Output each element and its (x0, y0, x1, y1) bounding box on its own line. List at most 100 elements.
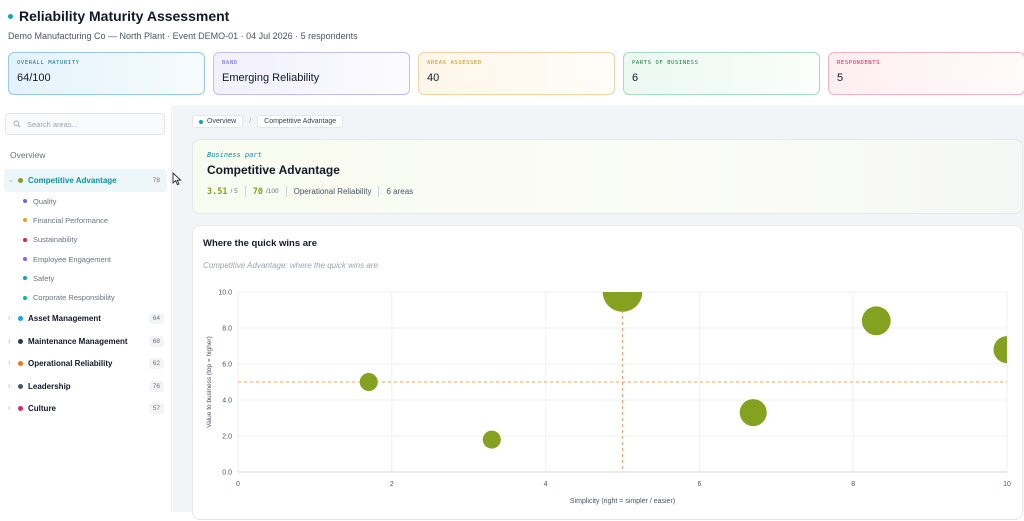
header: Reliability Maturity Assessment Demo Man… (0, 0, 1024, 104)
search-box[interactable] (5, 113, 165, 135)
x-tick-label: 6 (697, 481, 701, 488)
sidebar-nav: ⌄ Competitive Advantage 78 Quality Finan… (4, 169, 167, 420)
x-tick-label: 4 (544, 481, 548, 488)
x-tick-label: 10 (1003, 481, 1011, 488)
sidebar-item-operational-reliability[interactable]: › Operational Reliability 62 (4, 352, 167, 375)
sidebar-item-competitive-advantage[interactable]: ⌄ Competitive Advantage 78 (4, 169, 167, 192)
sidebar-sub-item-label: Financial Performance (33, 215, 109, 225)
band-label: Operational Reliability (293, 187, 372, 196)
page-title: Reliability Maturity Assessment (19, 8, 230, 24)
sidebar-overview-link[interactable]: Overview (10, 150, 46, 160)
category-dot (23, 257, 27, 262)
sidebar-sub-item-quality[interactable]: Quality (23, 192, 167, 211)
kpi-band: BAND Emerging Reliability (213, 52, 410, 95)
data-bubble (482, 430, 501, 449)
category-dot (18, 177, 23, 183)
kpi-label: RESPONDENTS (837, 60, 881, 66)
breadcrumb-current-label: Competitive Advantage (264, 118, 337, 125)
category-dot (18, 383, 23, 389)
sidebar-item-label: Leadership (28, 381, 71, 391)
breadcrumb: Overview / Competitive Advantage (192, 115, 344, 128)
data-bubble (359, 373, 378, 391)
kpi-areas-assessed: AREAS ASSESSED 40 (418, 52, 615, 95)
hero-kicker: Business part (207, 151, 262, 159)
kpi-overall-maturity: OVERALL MATURITY 64/100 (8, 52, 205, 95)
data-bubble (602, 292, 643, 312)
sidebar-sub-item-label: Safety (33, 273, 55, 283)
score-badge: 64 (148, 313, 164, 325)
kpi-value: 5 (837, 72, 844, 84)
sidebar-item-label: Maintenance Management (28, 336, 128, 346)
category-dot (23, 218, 27, 223)
kpi-parts-of-business: PARTS OF BUSINESS 6 (623, 52, 820, 95)
chevron-right-icon[interactable]: › (8, 382, 11, 390)
chevron-right-icon[interactable]: › (8, 405, 11, 413)
chart-title: Where the quick wins are (203, 238, 318, 249)
y-tick-label: 2.0 (222, 434, 232, 441)
breadcrumb-current[interactable]: Competitive Advantage (257, 115, 344, 128)
sidebar-sub-item-employee-engagement[interactable]: Employee Engagement (23, 249, 167, 268)
sidebar-sub-item-safety[interactable]: Safety (23, 269, 167, 288)
y-tick-label: 6.0 (222, 362, 232, 369)
sidebar-sub-list: Quality Financial Performance Sustainabi… (4, 192, 167, 308)
kpi-value: Emerging Reliability (222, 72, 320, 84)
x-tick-label: 2 (390, 481, 394, 488)
areas-count: 6 areas (386, 187, 414, 196)
search-input[interactable] (27, 119, 157, 129)
category-dot (23, 199, 27, 204)
data-bubble (861, 306, 891, 336)
kpi-label: AREAS ASSESSED (427, 60, 482, 66)
category-dot (18, 338, 23, 344)
hero-stats: 3.51 / 5 70 /100 Operational Reliability… (207, 186, 1008, 197)
score-value: 3.51 (207, 186, 228, 197)
kpi-value: 40 (427, 72, 440, 84)
percent-value: 70 (252, 186, 263, 197)
sidebar-sub-item-corporate-responsibility[interactable]: Corporate Responsibility (23, 288, 167, 307)
score-unit: / 5 (230, 188, 238, 195)
sidebar-sub-item-label: Sustainability (33, 235, 78, 245)
sidebar-item-culture[interactable]: › Culture 57 (4, 397, 167, 420)
score-badge: 57 (148, 403, 164, 415)
sidebar-item-maintenance-management[interactable]: › Maintenance Management 68 (4, 330, 167, 353)
business-part-card: Business part Competitive Advantage 3.51… (192, 139, 1023, 214)
mouse-cursor-icon (172, 172, 182, 186)
score-badge: 68 (148, 335, 164, 347)
sidebar-sub-item-sustainability[interactable]: Sustainability (23, 230, 167, 249)
breadcrumb-dot (199, 119, 203, 124)
page-subtitle: Demo Manufacturing Co — North Plant · Ev… (8, 31, 358, 41)
kpi-label: PARTS OF BUSINESS (632, 60, 699, 66)
sidebar-sub-item-label: Corporate Responsibility (33, 293, 115, 303)
breadcrumb-overview-label: Overview (207, 118, 237, 125)
scatter-chart: 0.0 2.0 4.0 6.0 8.0 10.0 0 2 4 6 8 10 Simplicity (ri… (206, 290, 1011, 506)
chevron-right-icon[interactable]: › (8, 360, 11, 368)
sidebar-sub-item-financial-performance[interactable]: Financial Performance (23, 211, 167, 230)
kpi-label: OVERALL MATURITY (17, 60, 80, 66)
hero-title: Competitive Advantage (207, 163, 340, 177)
breadcrumb-overview[interactable]: Overview (192, 115, 244, 128)
category-dot (23, 276, 27, 281)
chevron-right-icon[interactable]: › (8, 315, 11, 323)
kpi-row: OVERALL MATURITY 64/100 BAND Emerging Re… (8, 52, 1024, 95)
x-axis-label: Simplicity (right = simpler / easier) (570, 498, 675, 505)
sidebar-item-label: Asset Management (28, 314, 101, 324)
category-dot (23, 237, 27, 242)
chevron-down-icon[interactable]: ⌄ (8, 177, 14, 185)
sidebar-item-asset-management[interactable]: › Asset Management 64 (4, 307, 167, 330)
kpi-label: BAND (222, 60, 238, 66)
search-icon (13, 120, 21, 128)
chevron-right-icon[interactable]: › (8, 337, 11, 345)
sidebar: Overview ⌄ Competitive Advantage 78 Qual… (0, 105, 172, 512)
quick-wins-chart-card: Where the quick wins are Competitive Adv… (192, 225, 1023, 520)
category-dot (23, 295, 27, 300)
y-tick-label: 0.0 (222, 470, 232, 477)
data-bubble (993, 336, 1007, 364)
sidebar-item-leadership[interactable]: › Leadership 76 (4, 375, 167, 398)
category-dot (18, 316, 23, 322)
y-axis-label: Value to business (top = higher) (206, 336, 213, 427)
category-dot (18, 361, 23, 367)
title-dot (8, 13, 13, 19)
sidebar-item-label: Competitive Advantage (28, 175, 117, 185)
sidebar-sub-item-label: Quality (33, 196, 57, 206)
divider (285, 186, 287, 197)
score-badge: 78 (148, 174, 164, 186)
